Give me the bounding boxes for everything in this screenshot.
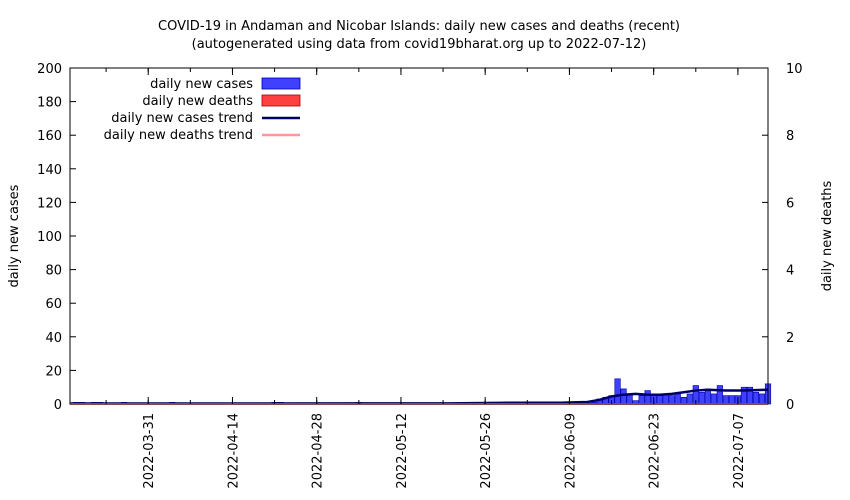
y2-tick-label: 8	[786, 129, 794, 144]
x-tick-label: 2022-07-07	[732, 413, 747, 489]
legend-swatch	[261, 94, 301, 107]
y2-tick-label: 6	[786, 196, 794, 211]
axes: 0 20 40 60 80 100 120 140 160 180 200 0 2 4 6 8 10 2022-0…	[37, 62, 802, 489]
x-tick-label: 2022-06-23	[648, 413, 663, 489]
cases-bars	[72, 378, 772, 405]
case-bar	[620, 388, 627, 405]
case-bar	[758, 393, 766, 405]
y-tick-label: 60	[45, 297, 62, 312]
y-tick-label: 0	[54, 398, 62, 413]
y-tick-label: 180	[37, 96, 62, 111]
case-bar	[644, 390, 651, 405]
y-tick-label: 100	[37, 230, 62, 245]
legend-label: daily new cases	[150, 77, 253, 92]
x-tick-label: 2022-03-31	[142, 413, 157, 489]
case-bar	[716, 385, 723, 405]
y-tick-label: 80	[45, 264, 62, 279]
case-bar	[728, 395, 735, 405]
case-bar	[674, 393, 681, 405]
y-tick-label: 200	[37, 62, 62, 77]
case-bar	[752, 391, 760, 405]
case-bar	[704, 388, 711, 405]
case-bar	[710, 393, 717, 405]
y2-tick-label: 10	[786, 62, 803, 77]
x-tick-label: 2022-05-12	[395, 413, 410, 489]
case-bar	[638, 395, 645, 405]
legend: daily new cases daily new deaths daily new…	[104, 77, 301, 143]
x-tick-label: 2022-05-26	[479, 413, 494, 489]
legend-swatch	[261, 77, 301, 90]
case-bar	[656, 395, 663, 405]
chart-title: COVID-19 in Andaman and Nicobar Islands:…	[158, 19, 680, 34]
case-bar	[722, 395, 729, 405]
y-tick-label: 120	[37, 196, 62, 211]
y-tick-label: 40	[45, 331, 62, 346]
y-tick-label: 20	[45, 364, 62, 379]
case-bar	[614, 378, 621, 405]
y-tick-label: 140	[37, 163, 62, 178]
case-bar	[698, 391, 705, 405]
x-tick-label: 2022-06-09	[563, 413, 578, 489]
x-tick-label: 2022-04-14	[227, 413, 242, 489]
legend-label: daily new deaths trend	[104, 128, 253, 143]
legend-label: daily new cases trend	[111, 111, 253, 126]
y2-axis-label: daily new deaths	[820, 180, 835, 291]
x-tick-label: 2022-04-28	[311, 413, 326, 489]
legend-label: daily new deaths	[142, 94, 253, 109]
case-bar	[668, 395, 675, 405]
y-axis-label: daily new cases	[7, 184, 22, 287]
case-bar	[686, 393, 693, 405]
y2-tick-label: 2	[786, 331, 794, 346]
case-bar	[680, 396, 687, 405]
y-tick-label: 160	[37, 129, 62, 144]
y2-tick-label: 0	[786, 398, 794, 413]
chart-subtitle: (autogenerated using data from covid19bh…	[192, 37, 647, 52]
y2-tick-label: 4	[786, 264, 794, 279]
